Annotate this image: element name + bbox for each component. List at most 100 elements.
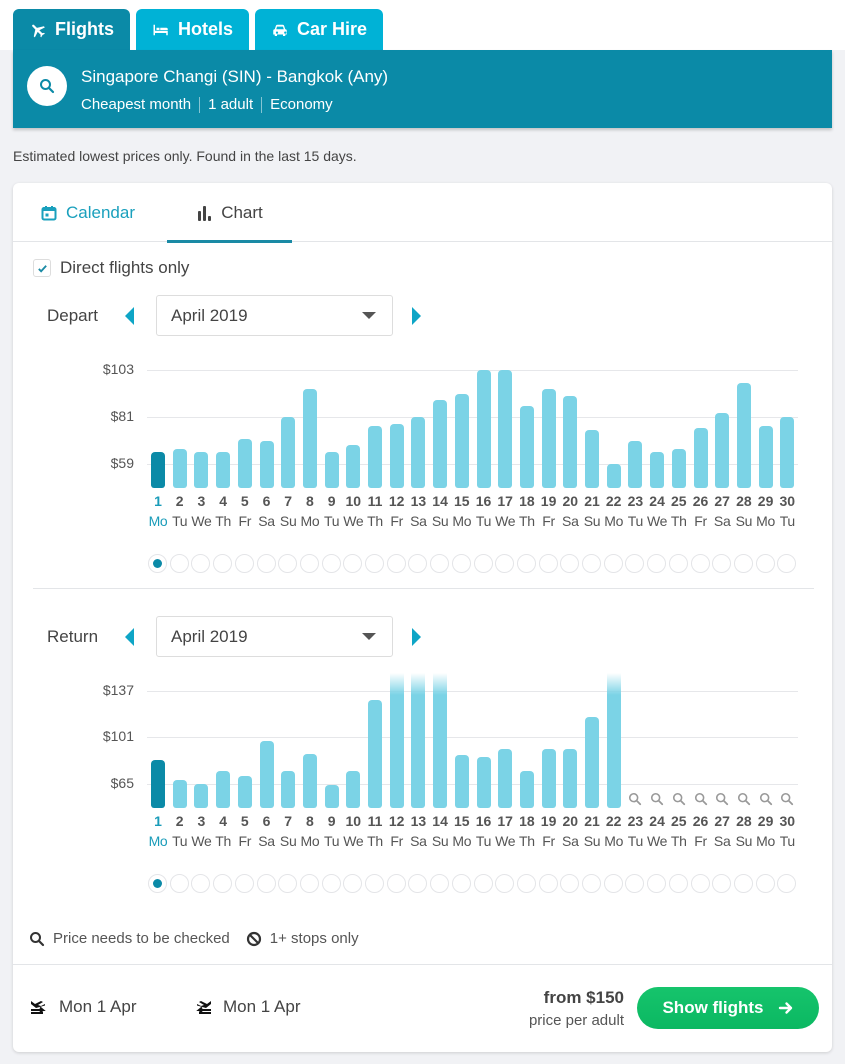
depart-day-selector[interactable] (430, 554, 450, 573)
depart-day-selector[interactable] (299, 554, 319, 573)
return-price-bar[interactable] (302, 754, 317, 808)
depart-day-selector[interactable] (473, 554, 493, 573)
return-day-selector[interactable] (495, 874, 515, 893)
depart-day-selector[interactable] (256, 554, 276, 573)
price-check-icon[interactable] (672, 792, 686, 806)
depart-day-selector[interactable] (451, 554, 471, 573)
price-check-icon[interactable] (759, 792, 773, 806)
depart-day-selector[interactable] (278, 554, 298, 573)
depart-day-selector[interactable] (343, 554, 363, 573)
return-day-selector[interactable] (473, 874, 493, 893)
depart-price-bar[interactable] (780, 417, 795, 488)
return-day-selector[interactable] (365, 874, 384, 893)
return-day-selector[interactable] (191, 874, 211, 893)
return-price-bar[interactable] (476, 756, 491, 808)
return-price-bar[interactable] (541, 748, 556, 808)
depart-day-selector[interactable] (148, 554, 167, 573)
depart-price-bar[interactable] (368, 425, 382, 488)
return-day-selector[interactable] (668, 874, 688, 893)
depart-prev-month-button[interactable] (125, 306, 134, 325)
depart-price-bar[interactable] (194, 451, 209, 488)
return-day-selector[interactable] (755, 874, 775, 893)
depart-price-bar[interactable] (324, 451, 339, 488)
return-price-bar[interactable] (237, 775, 252, 808)
depart-price-bar[interactable] (172, 449, 187, 488)
return-price-bar[interactable] (324, 784, 339, 808)
return-day-selector[interactable] (299, 874, 319, 893)
return-day-selector[interactable] (148, 874, 167, 893)
return-price-bar[interactable] (498, 748, 513, 808)
depart-next-month-button[interactable] (412, 306, 421, 325)
return-day-selector[interactable] (343, 874, 363, 893)
return-day-selector[interactable] (582, 874, 601, 893)
depart-price-bar[interactable] (389, 423, 404, 488)
price-check-icon[interactable] (715, 792, 729, 806)
return-day-selector[interactable] (733, 874, 753, 893)
return-price-bar[interactable] (519, 770, 534, 808)
depart-price-bar[interactable] (433, 400, 448, 488)
depart-price-bar[interactable] (650, 451, 665, 488)
return-day-selector[interactable] (560, 874, 580, 893)
depart-day-selector[interactable] (690, 554, 710, 573)
depart-price-bar[interactable] (736, 382, 751, 488)
return-price-bar[interactable] (389, 673, 404, 808)
return-price-bar[interactable] (151, 760, 165, 808)
depart-price-bar[interactable] (237, 438, 252, 488)
depart-price-bar[interactable] (302, 389, 317, 488)
return-price-bar[interactable] (563, 748, 578, 808)
tab-hotels[interactable]: Hotels (136, 9, 250, 50)
depart-price-bar[interactable] (519, 406, 534, 488)
depart-price-bar[interactable] (216, 451, 231, 488)
depart-day-selector[interactable] (755, 554, 775, 573)
show-flights-button[interactable]: Show flights (637, 987, 819, 1029)
depart-price-bar[interactable] (606, 464, 621, 488)
depart-day-selector[interactable] (733, 554, 753, 573)
return-price-bar[interactable] (172, 779, 187, 808)
return-day-selector[interactable] (213, 874, 233, 893)
search-summary[interactable]: Singapore Changi (SIN) - Bangkok (Any) C… (13, 50, 832, 128)
return-price-bar[interactable] (411, 673, 426, 808)
return-day-selector[interactable] (777, 874, 797, 893)
tab-flights[interactable]: Flights (13, 9, 130, 50)
depart-day-selector[interactable] (516, 554, 536, 573)
depart-day-selector[interactable] (538, 554, 558, 573)
return-day-selector[interactable] (278, 874, 298, 893)
depart-day-selector[interactable] (386, 554, 406, 573)
depart-day-selector[interactable] (560, 554, 580, 573)
depart-price-bar[interactable] (693, 427, 708, 488)
tab-calendar[interactable]: Calendar (41, 183, 135, 242)
return-price-bar[interactable] (259, 741, 274, 808)
return-day-selector[interactable] (321, 874, 341, 893)
return-day-selector[interactable] (408, 874, 428, 893)
depart-day-selector[interactable] (603, 554, 623, 573)
return-day-selector[interactable] (234, 874, 254, 893)
return-price-bar[interactable] (281, 770, 296, 808)
return-day-selector[interactable] (451, 874, 471, 893)
return-day-selector[interactable] (712, 874, 732, 893)
depart-day-selector[interactable] (191, 554, 211, 573)
return-price-bar[interactable] (585, 716, 599, 808)
return-day-selector[interactable] (625, 874, 645, 893)
depart-price-bar[interactable] (411, 417, 426, 488)
tab-car-hire[interactable]: Car Hire (255, 9, 384, 50)
return-price-bar[interactable] (194, 783, 209, 808)
return-day-selector[interactable] (169, 874, 189, 893)
depart-day-selector[interactable] (647, 554, 667, 573)
depart-price-bar[interactable] (628, 440, 643, 488)
depart-day-selector[interactable] (408, 554, 428, 573)
depart-day-selector[interactable] (321, 554, 341, 573)
depart-price-bar[interactable] (563, 395, 578, 488)
depart-day-selector[interactable] (365, 554, 384, 573)
return-month-select[interactable]: April 2019 (156, 616, 393, 657)
depart-day-selector[interactable] (169, 554, 189, 573)
price-check-icon[interactable] (737, 792, 751, 806)
depart-price-bar[interactable] (259, 440, 274, 488)
depart-price-bar[interactable] (758, 425, 773, 488)
return-price-bar[interactable] (606, 673, 621, 808)
return-price-bar[interactable] (368, 700, 382, 808)
depart-price-bar[interactable] (151, 451, 165, 488)
return-day-selector[interactable] (690, 874, 710, 893)
depart-price-bar[interactable] (585, 430, 599, 488)
return-price-bar[interactable] (433, 673, 448, 808)
return-day-selector[interactable] (386, 874, 406, 893)
